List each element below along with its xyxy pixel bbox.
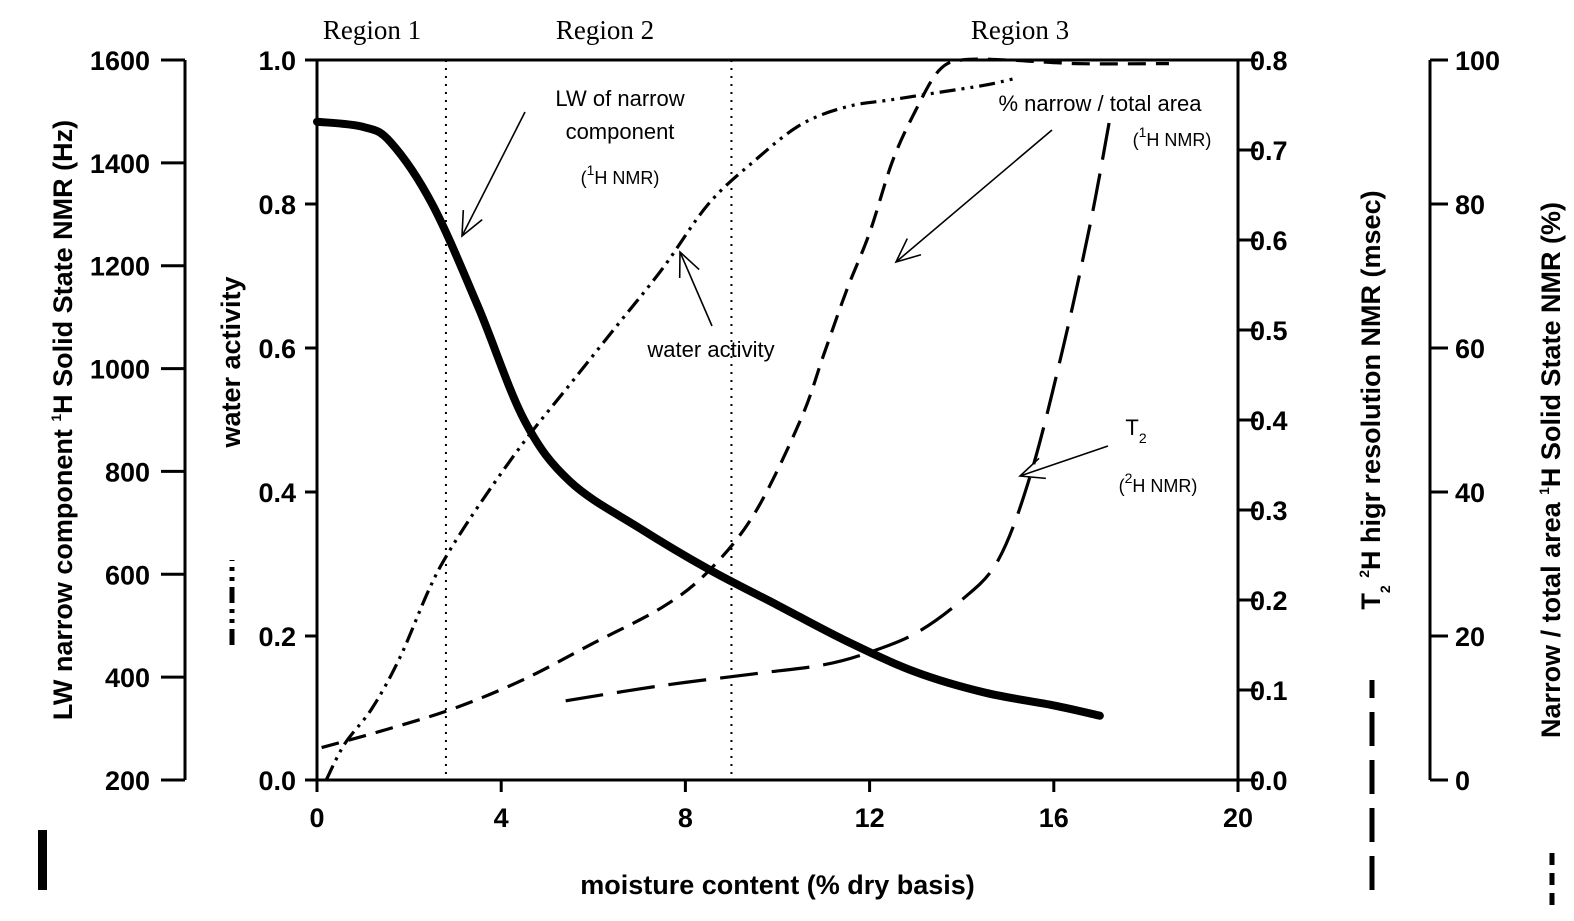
t2-tick-label: 0.8 [1250,46,1288,76]
aw-axis-title: water activity [216,276,246,448]
series-line-area [321,57,1169,750]
lw-tick-label: 600 [105,560,150,590]
lw-tick-label: 800 [105,457,150,487]
aw-tick-label: 0.6 [258,334,296,364]
area-tick-label: 100 [1455,46,1500,76]
lw-tick-label: 200 [105,766,150,796]
annotation-area-line1: % narrow / total area [999,91,1203,116]
aw-tick-label: 0.2 [258,622,296,652]
aw-tick-label: 0.4 [258,478,296,508]
area-tick-label: 20 [1455,622,1485,652]
x-tick-label: 0 [309,803,324,833]
annotation-t2-label: T2 [1125,415,1146,446]
area-tick-label: 40 [1455,478,1485,508]
t2-tick-label: 0.6 [1250,226,1288,256]
annotation-aw-arrow [678,250,713,327]
annotation-area-nmr: (1H NMR) [1133,124,1212,150]
series-line-t2 [565,122,1111,703]
lw-tick-label: 400 [105,663,150,693]
aw-tick-label: 1.0 [258,46,296,76]
annotation-aw-label: water activity [646,337,774,362]
annotation-lw-nmr: (1H NMR) [581,162,660,188]
region-dividers: Region 1 Region 2 Region 3 [323,15,1069,780]
svg-text:water activity: water activity [216,276,246,448]
lw-tick-label: 1600 [90,46,150,76]
lw-tick-label: 1400 [90,149,150,179]
annotation-area-arrow [894,129,1053,264]
lw-legend-symbol [38,830,47,890]
svg-text:T2 2H higr resolution NMR (mse: T2 2H higr resolution NMR (msec) [1356,190,1393,609]
data-series [313,57,1169,781]
lw-axis-title: LW narrow component 1H Solid State NMR (… [48,120,78,720]
t2-tick-label: 0.4 [1250,406,1288,436]
annotations: LW of narrow component (1H NMR) water activ… [461,86,1212,496]
series-line-aw [324,76,1018,781]
svg-text:Narrow / total area 1H Solid S: Narrow / total area 1H Solid State NMR (… [1536,202,1566,738]
area-axis-title: Narrow / total area 1H Solid State NMR (… [1536,202,1566,738]
aw-tick-label: 0.8 [258,190,296,220]
area-tick-label: 80 [1455,190,1485,220]
annotation-lw-line2: component [566,119,675,144]
x-tick-label: 8 [678,803,693,833]
axes: 0 4 8 12 16 20 moisture content (% dry basis) 2… [38,46,1566,905]
t2-tick-label: 0.7 [1250,136,1288,166]
region-label: Region 2 [556,15,654,45]
region-label: Region 3 [971,15,1069,45]
area-tick-label: 0 [1455,766,1470,796]
annotation-t2-arrow [1018,445,1109,480]
aw-tick-label: 0.0 [258,766,296,796]
x-tick-label: 12 [855,803,885,833]
x-tick-label: 20 [1223,803,1253,833]
x-tick-label: 4 [494,803,509,833]
x-tick-label: 16 [1039,803,1069,833]
lw-tick-label: 1000 [90,355,150,385]
region-label: Region 1 [323,15,421,45]
annotation-lw-arrow [461,111,526,238]
annotation-lw-line1: LW of narrow [555,86,684,111]
t2-tick-label: 0.2 [1250,586,1288,616]
series-line-lw [313,117,1104,720]
t2-tick-label: 0.5 [1250,316,1288,346]
area-tick-label: 60 [1455,334,1485,364]
t2-tick-label: 0.0 [1250,766,1288,796]
x-axis-title: moisture content (% dry basis) [580,870,975,900]
svg-text:LW narrow component 1H Solid S: LW narrow component 1H Solid State NMR (… [48,120,78,720]
t2-tick-label: 0.1 [1250,676,1288,706]
t2-axis-title: T2 2H higr resolution NMR (msec) [1356,190,1393,609]
t2-tick-label: 0.3 [1250,496,1288,526]
lw-tick-label: 1200 [90,252,150,282]
annotation-t2-nmr: (2H NMR) [1119,470,1198,496]
